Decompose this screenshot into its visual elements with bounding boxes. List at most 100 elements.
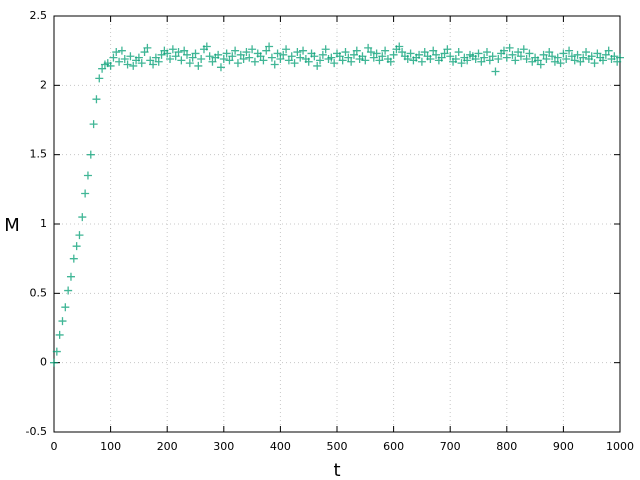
x-axis-label: t bbox=[333, 460, 340, 480]
point bbox=[313, 61, 322, 70]
point bbox=[154, 57, 163, 66]
point bbox=[262, 46, 271, 55]
point bbox=[270, 60, 279, 69]
point bbox=[432, 50, 441, 59]
point bbox=[174, 48, 183, 57]
point bbox=[533, 56, 542, 65]
point bbox=[562, 54, 571, 63]
y-tick-label: 2.5 bbox=[30, 9, 48, 22]
point bbox=[256, 52, 265, 61]
point bbox=[485, 56, 494, 65]
point bbox=[92, 95, 101, 104]
point bbox=[69, 254, 78, 263]
x-tick-label: 1000 bbox=[606, 440, 634, 453]
x-tick-label: 500 bbox=[327, 440, 348, 453]
point bbox=[180, 46, 189, 55]
point bbox=[375, 56, 384, 65]
point bbox=[330, 59, 339, 68]
point bbox=[398, 48, 407, 57]
y-tick-label: 1 bbox=[40, 217, 47, 230]
point bbox=[579, 53, 588, 62]
point bbox=[593, 49, 602, 58]
point bbox=[72, 242, 81, 251]
point bbox=[565, 46, 574, 55]
point bbox=[89, 120, 98, 129]
point bbox=[366, 48, 375, 57]
point bbox=[284, 56, 293, 65]
point bbox=[236, 50, 245, 59]
point bbox=[576, 57, 585, 66]
point bbox=[183, 50, 192, 59]
point bbox=[463, 56, 472, 65]
point bbox=[616, 53, 624, 62]
point bbox=[146, 56, 155, 65]
point bbox=[440, 49, 449, 58]
point bbox=[488, 52, 497, 61]
point bbox=[338, 56, 347, 65]
point bbox=[151, 53, 160, 62]
point bbox=[293, 48, 302, 57]
point bbox=[163, 49, 172, 58]
point bbox=[276, 54, 285, 63]
x-tick-label: 300 bbox=[213, 440, 234, 453]
point bbox=[403, 54, 412, 63]
point bbox=[208, 57, 217, 66]
x-tick-label: 900 bbox=[553, 440, 574, 453]
point bbox=[112, 48, 121, 57]
point bbox=[502, 53, 511, 62]
point bbox=[559, 49, 568, 58]
point bbox=[426, 54, 435, 63]
point bbox=[61, 303, 70, 312]
point bbox=[536, 60, 545, 69]
point bbox=[516, 52, 525, 61]
x-tick-label: 0 bbox=[51, 440, 58, 453]
point bbox=[134, 53, 143, 62]
point bbox=[528, 57, 537, 66]
point bbox=[352, 46, 361, 55]
point bbox=[341, 48, 350, 57]
x-tick-label: 800 bbox=[496, 440, 517, 453]
point bbox=[222, 49, 231, 58]
point bbox=[129, 61, 138, 70]
point bbox=[216, 63, 225, 72]
point bbox=[344, 53, 353, 62]
point bbox=[299, 46, 308, 55]
point bbox=[613, 57, 622, 66]
point bbox=[214, 50, 223, 59]
point bbox=[219, 54, 228, 63]
point bbox=[542, 54, 551, 63]
point bbox=[194, 61, 203, 70]
point bbox=[420, 48, 429, 57]
point bbox=[287, 52, 296, 61]
point bbox=[149, 60, 158, 69]
point bbox=[117, 46, 126, 55]
point bbox=[525, 49, 534, 58]
point bbox=[83, 171, 92, 180]
point bbox=[168, 45, 177, 54]
point bbox=[491, 67, 500, 76]
point bbox=[378, 52, 387, 61]
point bbox=[177, 56, 186, 65]
point bbox=[242, 48, 251, 57]
point bbox=[406, 49, 415, 58]
point bbox=[143, 43, 152, 52]
point bbox=[446, 52, 455, 61]
point bbox=[98, 64, 107, 73]
point bbox=[480, 53, 489, 62]
point bbox=[335, 52, 344, 61]
point bbox=[417, 57, 426, 66]
point bbox=[265, 42, 274, 51]
point bbox=[115, 57, 124, 66]
point bbox=[245, 53, 254, 62]
point bbox=[191, 49, 200, 58]
point bbox=[519, 45, 528, 54]
point bbox=[443, 45, 452, 54]
point bbox=[250, 57, 259, 66]
point bbox=[52, 347, 61, 356]
point bbox=[109, 53, 118, 62]
point bbox=[296, 53, 305, 62]
plot-frame bbox=[53, 15, 621, 433]
point bbox=[239, 54, 248, 63]
point bbox=[548, 52, 557, 61]
